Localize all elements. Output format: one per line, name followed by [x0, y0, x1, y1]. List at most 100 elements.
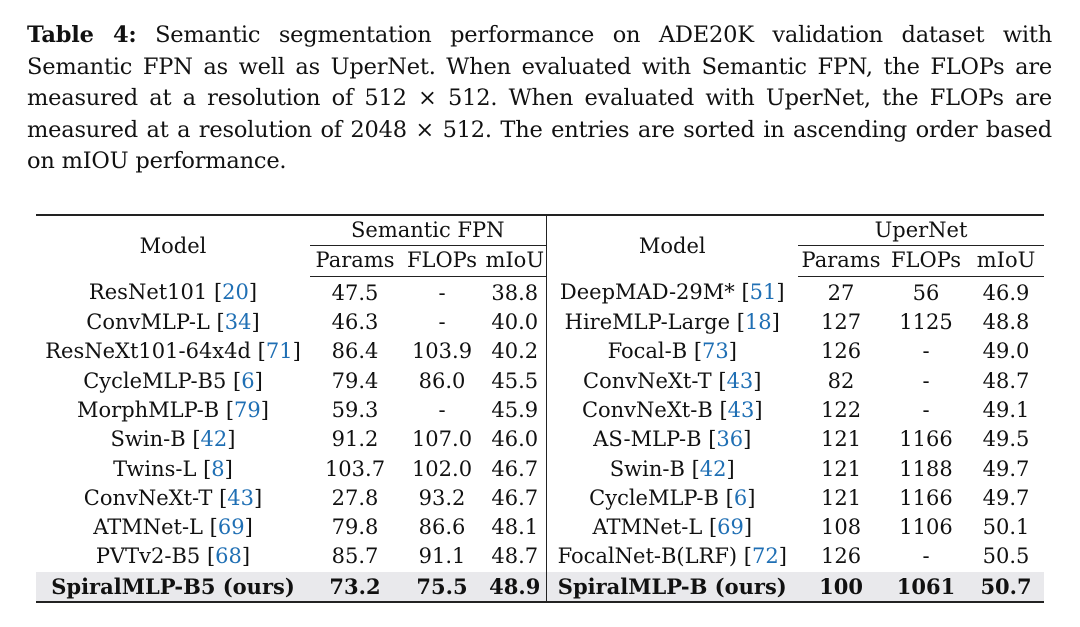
fpn-params-cell: 27.8 [331, 485, 379, 510]
right-model-cell: SpiralMLP-B (ours) [546, 571, 799, 603]
upernet-miou-cell: 50.5 [982, 544, 1030, 569]
left-model-cell: CycleMLP-B5 [6] [83, 368, 263, 393]
upernet-flops-cell: - [922, 368, 930, 393]
right-model-header: Model [546, 213, 799, 277]
left-model-cell: ATMNet-L [69] [93, 515, 253, 540]
left-model-header: Model [36, 213, 310, 277]
left-model-cell: MorphMLP-B [79] [77, 397, 269, 422]
citation-link[interactable]: 69 [217, 515, 245, 540]
left-model-cell: ResNeXt101-64x4d [71] [45, 339, 301, 364]
caption-label: Table 4: [27, 22, 137, 48]
header-row-1: Model Semantic FPN Model UperNet [36, 213, 1045, 277]
table-row: CycleMLP-B5 [6] 79.4 86.0 45.5 ConvNeXt-T [4… [36, 366, 1044, 396]
citation-link[interactable]: 72 [752, 544, 779, 569]
fpn-flops-cell: 86.6 [418, 515, 466, 540]
citation-link[interactable]: 42 [699, 456, 727, 481]
upernet-params-cell: 122 [820, 397, 862, 422]
upernet-flops-cell: - [922, 544, 930, 569]
upernet-params-cell: 108 [820, 515, 862, 540]
citation-link[interactable]: 51 [749, 280, 777, 305]
upernet-params-header: Params [798, 245, 885, 277]
citation-link[interactable]: 68 [215, 544, 242, 569]
citation-link[interactable]: 20 [222, 280, 249, 305]
fpn-miou-cell: 46.7 [484, 454, 547, 484]
citation-link[interactable]: 71 [265, 339, 293, 364]
citation-link[interactable]: 43 [726, 368, 754, 393]
fpn-params-cell: 91.2 [331, 427, 379, 452]
fpn-params-cell: 46.3 [331, 310, 379, 335]
upernet-miou-cell: 50.7 [968, 571, 1045, 603]
header-row-2: Params FLOPs mIoU Params FLOPs mIoU [36, 245, 1045, 277]
fpn-flops-cell: 103.9 [411, 339, 473, 364]
upernet-miou-cell: 50.1 [982, 515, 1030, 540]
table-row: ConvNeXt-T [43] 27.8 93.2 46.7 CycleMLP-B [6… [36, 483, 1044, 513]
upernet-flops-cell: 56 [912, 280, 940, 305]
citation-link[interactable]: 34 [224, 310, 252, 335]
citation-link[interactable]: 6 [241, 368, 255, 393]
upernet-miou-cell: 48.7 [982, 368, 1030, 393]
citation-link[interactable]: 43 [727, 397, 755, 422]
right-model-cell: CycleMLP-B [6] [589, 485, 756, 510]
table-row: Swin-B [42] 91.2 107.0 46.0 AS-MLP-B [36] 121… [36, 425, 1044, 455]
fpn-flops-cell: - [438, 280, 446, 305]
citation-link[interactable]: 8 [211, 456, 225, 481]
citation-link[interactable]: 36 [716, 427, 744, 452]
results-table: Model Semantic FPN Model UperNet Params … [36, 213, 1045, 603]
fpn-params-cell: 86.4 [331, 339, 379, 364]
table-row: PVTv2-B5 [68] 85.7 91.1 48.7 FocalNet-B(LRF)… [36, 542, 1044, 572]
highlight-row-ours: SpiralMLP-B5 (ours) 73.2 75.5 48.9 SpiralMLP… [36, 571, 1045, 603]
table-caption: Table 4: Semantic segmentation performan… [27, 20, 1052, 178]
fpn-params-cell: 103.7 [324, 456, 386, 481]
model-name: ConvNeXt-T [83, 485, 213, 510]
citation-link[interactable]: 42 [200, 427, 228, 452]
citation-link[interactable]: 69 [717, 515, 744, 540]
upernet-params-cell: 82 [827, 368, 855, 393]
left-model-cell: ConvNeXt-T [43] [83, 485, 263, 510]
fpn-flops-cell: 75.5 [400, 571, 484, 603]
fpn-flops-cell: - [438, 310, 446, 335]
fpn-params-cell: 47.5 [331, 280, 379, 305]
model-name: Focal-B [607, 339, 688, 364]
upernet-params-cell: 127 [820, 310, 862, 335]
right-model-cell: Swin-B [42] [609, 456, 735, 481]
fpn-params-cell: 73.2 [310, 571, 400, 603]
left-model-cell: Swin-B [42] [110, 427, 236, 452]
left-model-cell: ConvMLP-L [34] [86, 310, 260, 335]
citation-link[interactable]: 18 [744, 310, 772, 335]
model-name: ResNet101 [88, 280, 208, 305]
citation-link[interactable]: 43 [227, 485, 255, 510]
model-name: ConvMLP-L [86, 310, 210, 335]
upernet-flops-cell: 1166 [899, 485, 953, 510]
fpn-flops-cell: 86.0 [418, 368, 466, 393]
left-model-cell: ResNet101 [20] [88, 280, 258, 305]
table-row: Twins-L [8] 103.7 102.0 46.7 Swin-B [42] 121 1… [36, 454, 1044, 484]
right-model-cell: ATMNet-L [69] [592, 515, 753, 540]
model-name: HireMLP-Large [564, 310, 731, 335]
right-model-cell: Focal-B [73] [607, 339, 737, 364]
fpn-flops-cell: 91.1 [418, 544, 466, 569]
model-name: ATMNet-L [93, 515, 203, 540]
model-name: PVTv2-B5 [95, 544, 201, 569]
upernet-miou-cell: 48.8 [982, 310, 1030, 335]
model-name: CycleMLP-B [589, 485, 719, 510]
right-model-cell: AS-MLP-B [36] [593, 427, 752, 452]
upernet-miou-cell: 49.0 [982, 339, 1030, 364]
citation-link[interactable]: 6 [733, 485, 748, 510]
citation-link[interactable]: 73 [702, 339, 729, 364]
upernet-flops-cell: 1166 [899, 427, 953, 452]
citation-link[interactable]: 79 [234, 397, 261, 422]
model-name: CycleMLP-B5 [83, 368, 227, 393]
model-name: FocalNet-B(LRF) [557, 544, 738, 569]
model-name: ResNeXt101-64x4d [45, 339, 251, 364]
upernet-params-cell: 27 [827, 280, 855, 305]
upernet-miou-cell: 49.5 [982, 427, 1030, 452]
upernet-params-cell: 121 [820, 485, 862, 510]
model-name: ConvNeXt-T [583, 368, 712, 393]
upernet-params-cell: 121 [820, 427, 862, 452]
upernet-miou-cell: 49.7 [982, 485, 1030, 510]
upernet-flops-cell: - [922, 397, 930, 422]
fpn-flops-cell: - [438, 397, 446, 422]
fpn-params-header: Params [310, 245, 400, 277]
fpn-flops-cell: 107.0 [411, 427, 473, 452]
fpn-flops-header: FLOPs [400, 245, 484, 277]
